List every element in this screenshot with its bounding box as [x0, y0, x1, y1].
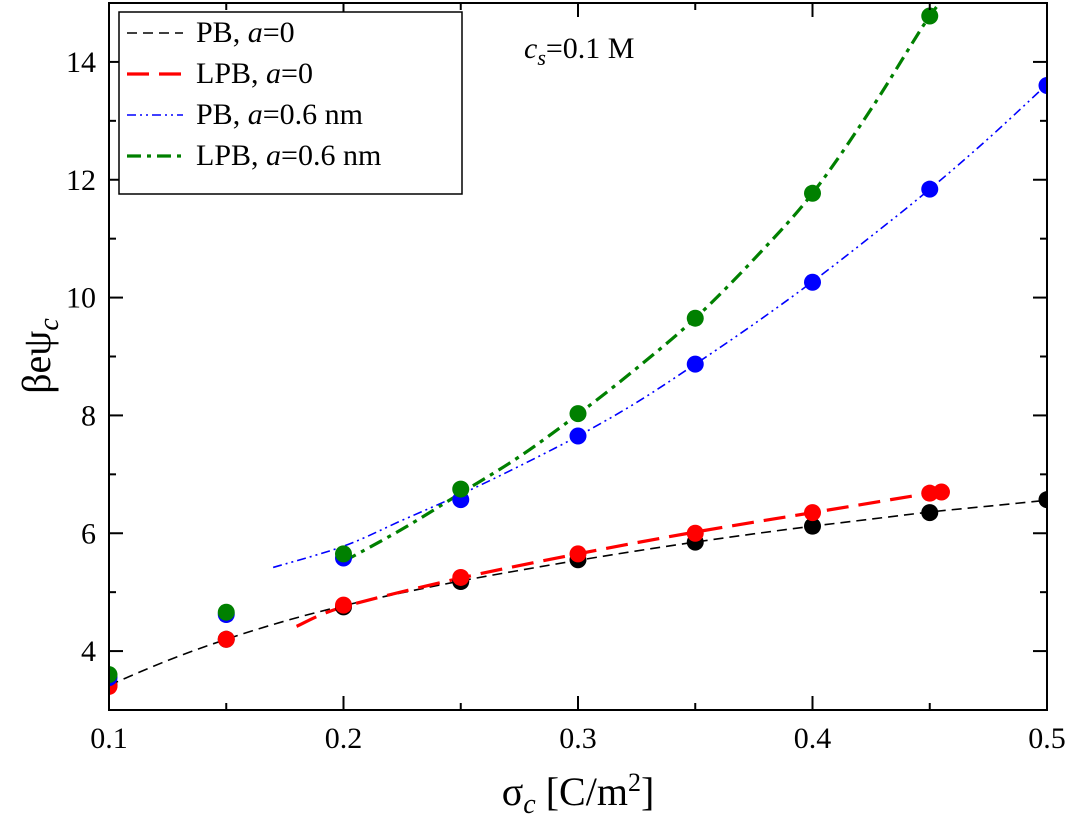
point-pb-a-0 [804, 517, 821, 535]
y-tick-label: 10 [66, 282, 96, 315]
x-axis-title: σc [C/m2] [502, 768, 655, 814]
legend-label: LPB, a=0 [196, 57, 313, 90]
legend-label-suffix: =0 [263, 16, 295, 49]
x-axis-title-main: σ [502, 769, 524, 814]
y-tick-label: 4 [81, 635, 96, 668]
x-tick-label: 0.1 [90, 722, 128, 755]
curve-lpb-a-0 [295, 491, 931, 628]
point-lpb-a-0-6-nm [452, 480, 470, 498]
legend-label-prefix: LPB, [196, 139, 266, 172]
annotation-c: c [524, 32, 537, 65]
x-axis-title-sub: c [523, 789, 536, 814]
legend-label-italic: a [266, 57, 281, 90]
y-tick-label: 14 [66, 46, 96, 79]
annotation-s: s [537, 45, 546, 70]
y-axis-title-main: βeψ [14, 331, 59, 394]
point-lpb-a-0-6-nm [686, 309, 704, 327]
point-lpb-a-0-6-nm [217, 603, 235, 621]
x-tick-label: 0.4 [794, 722, 832, 755]
legend-label-suffix: =0.6 nm [281, 139, 381, 172]
x-tick-label: 0.3 [559, 722, 597, 755]
curve-pb-a-0 [109, 499, 1047, 686]
x-tick-label: 0.2 [325, 722, 363, 755]
legend-label: LPB, a=0.6 nm [196, 139, 381, 172]
y-axis-title-sub: c [34, 318, 65, 331]
point-lpb-a-0 [932, 483, 950, 501]
point-lpb-a-0 [686, 524, 704, 542]
series-points [109, 7, 1047, 695]
curve-lpb-a-0-6-nm [342, 3, 943, 563]
point-lpb-a-0 [569, 545, 587, 563]
x-axis-title-unit-sup: 2 [628, 768, 641, 797]
point-lpb-a-0-6-nm [109, 666, 118, 684]
legend-label: PB, a=0.6 nm [196, 98, 363, 131]
x-axis-ticks: 0.1 0.2 0.3 0.4 0.5 [90, 3, 1066, 755]
y-tick-label: 8 [81, 399, 96, 432]
point-lpb-a-0 [217, 630, 235, 648]
legend-label-prefix: PB, [196, 98, 248, 131]
point-pb-a-0 [1038, 491, 1047, 509]
point-lpb-a-0-6-nm [804, 184, 821, 202]
y-axis-title: βeψc [14, 318, 65, 394]
point-pb-a-0-6-nm [921, 180, 939, 198]
legend-label-suffix: =0.6 nm [263, 98, 363, 131]
point-pb-a-0-6-nm [569, 427, 587, 445]
point-lpb-a-0-6-nm [569, 405, 587, 423]
point-pb-a-0-6-nm [804, 273, 821, 291]
point-lpb-a-0 [335, 596, 352, 614]
x-axis-title-unit-end: ] [641, 769, 654, 814]
legend-box [118, 11, 463, 195]
y-axis-ticks: 4 6 8 10 12 14 [66, 2, 1047, 711]
point-lpb-a-0 [804, 504, 821, 522]
point-lpb-a-0-6-nm [921, 7, 939, 25]
y-tick-label: 6 [81, 517, 96, 550]
x-axis-title-unit: [C/m [536, 769, 628, 814]
legend-label-italic: a [266, 139, 281, 172]
y-tick-label: 12 [66, 164, 96, 197]
concentration-annotation: cs=0.1 M [524, 32, 634, 70]
point-pb-a-0-6-nm [686, 355, 704, 373]
legend-label: PB, a=0 [196, 16, 295, 49]
legend-label-suffix: =0 [281, 57, 313, 90]
legend-label-italic: a [248, 98, 263, 131]
x-tick-label: 0.5 [1028, 722, 1066, 755]
legend-label-prefix: LPB, [196, 57, 266, 90]
point-lpb-a-0-6-nm [335, 545, 352, 563]
legend-label-italic: a [248, 16, 263, 49]
annotation-value: =0.1 M [546, 32, 635, 65]
point-lpb-a-0 [452, 568, 470, 586]
point-pb-a-0-6-nm [1038, 76, 1047, 94]
legend-label-prefix: PB, [196, 16, 248, 49]
point-pb-a-0 [921, 504, 939, 522]
